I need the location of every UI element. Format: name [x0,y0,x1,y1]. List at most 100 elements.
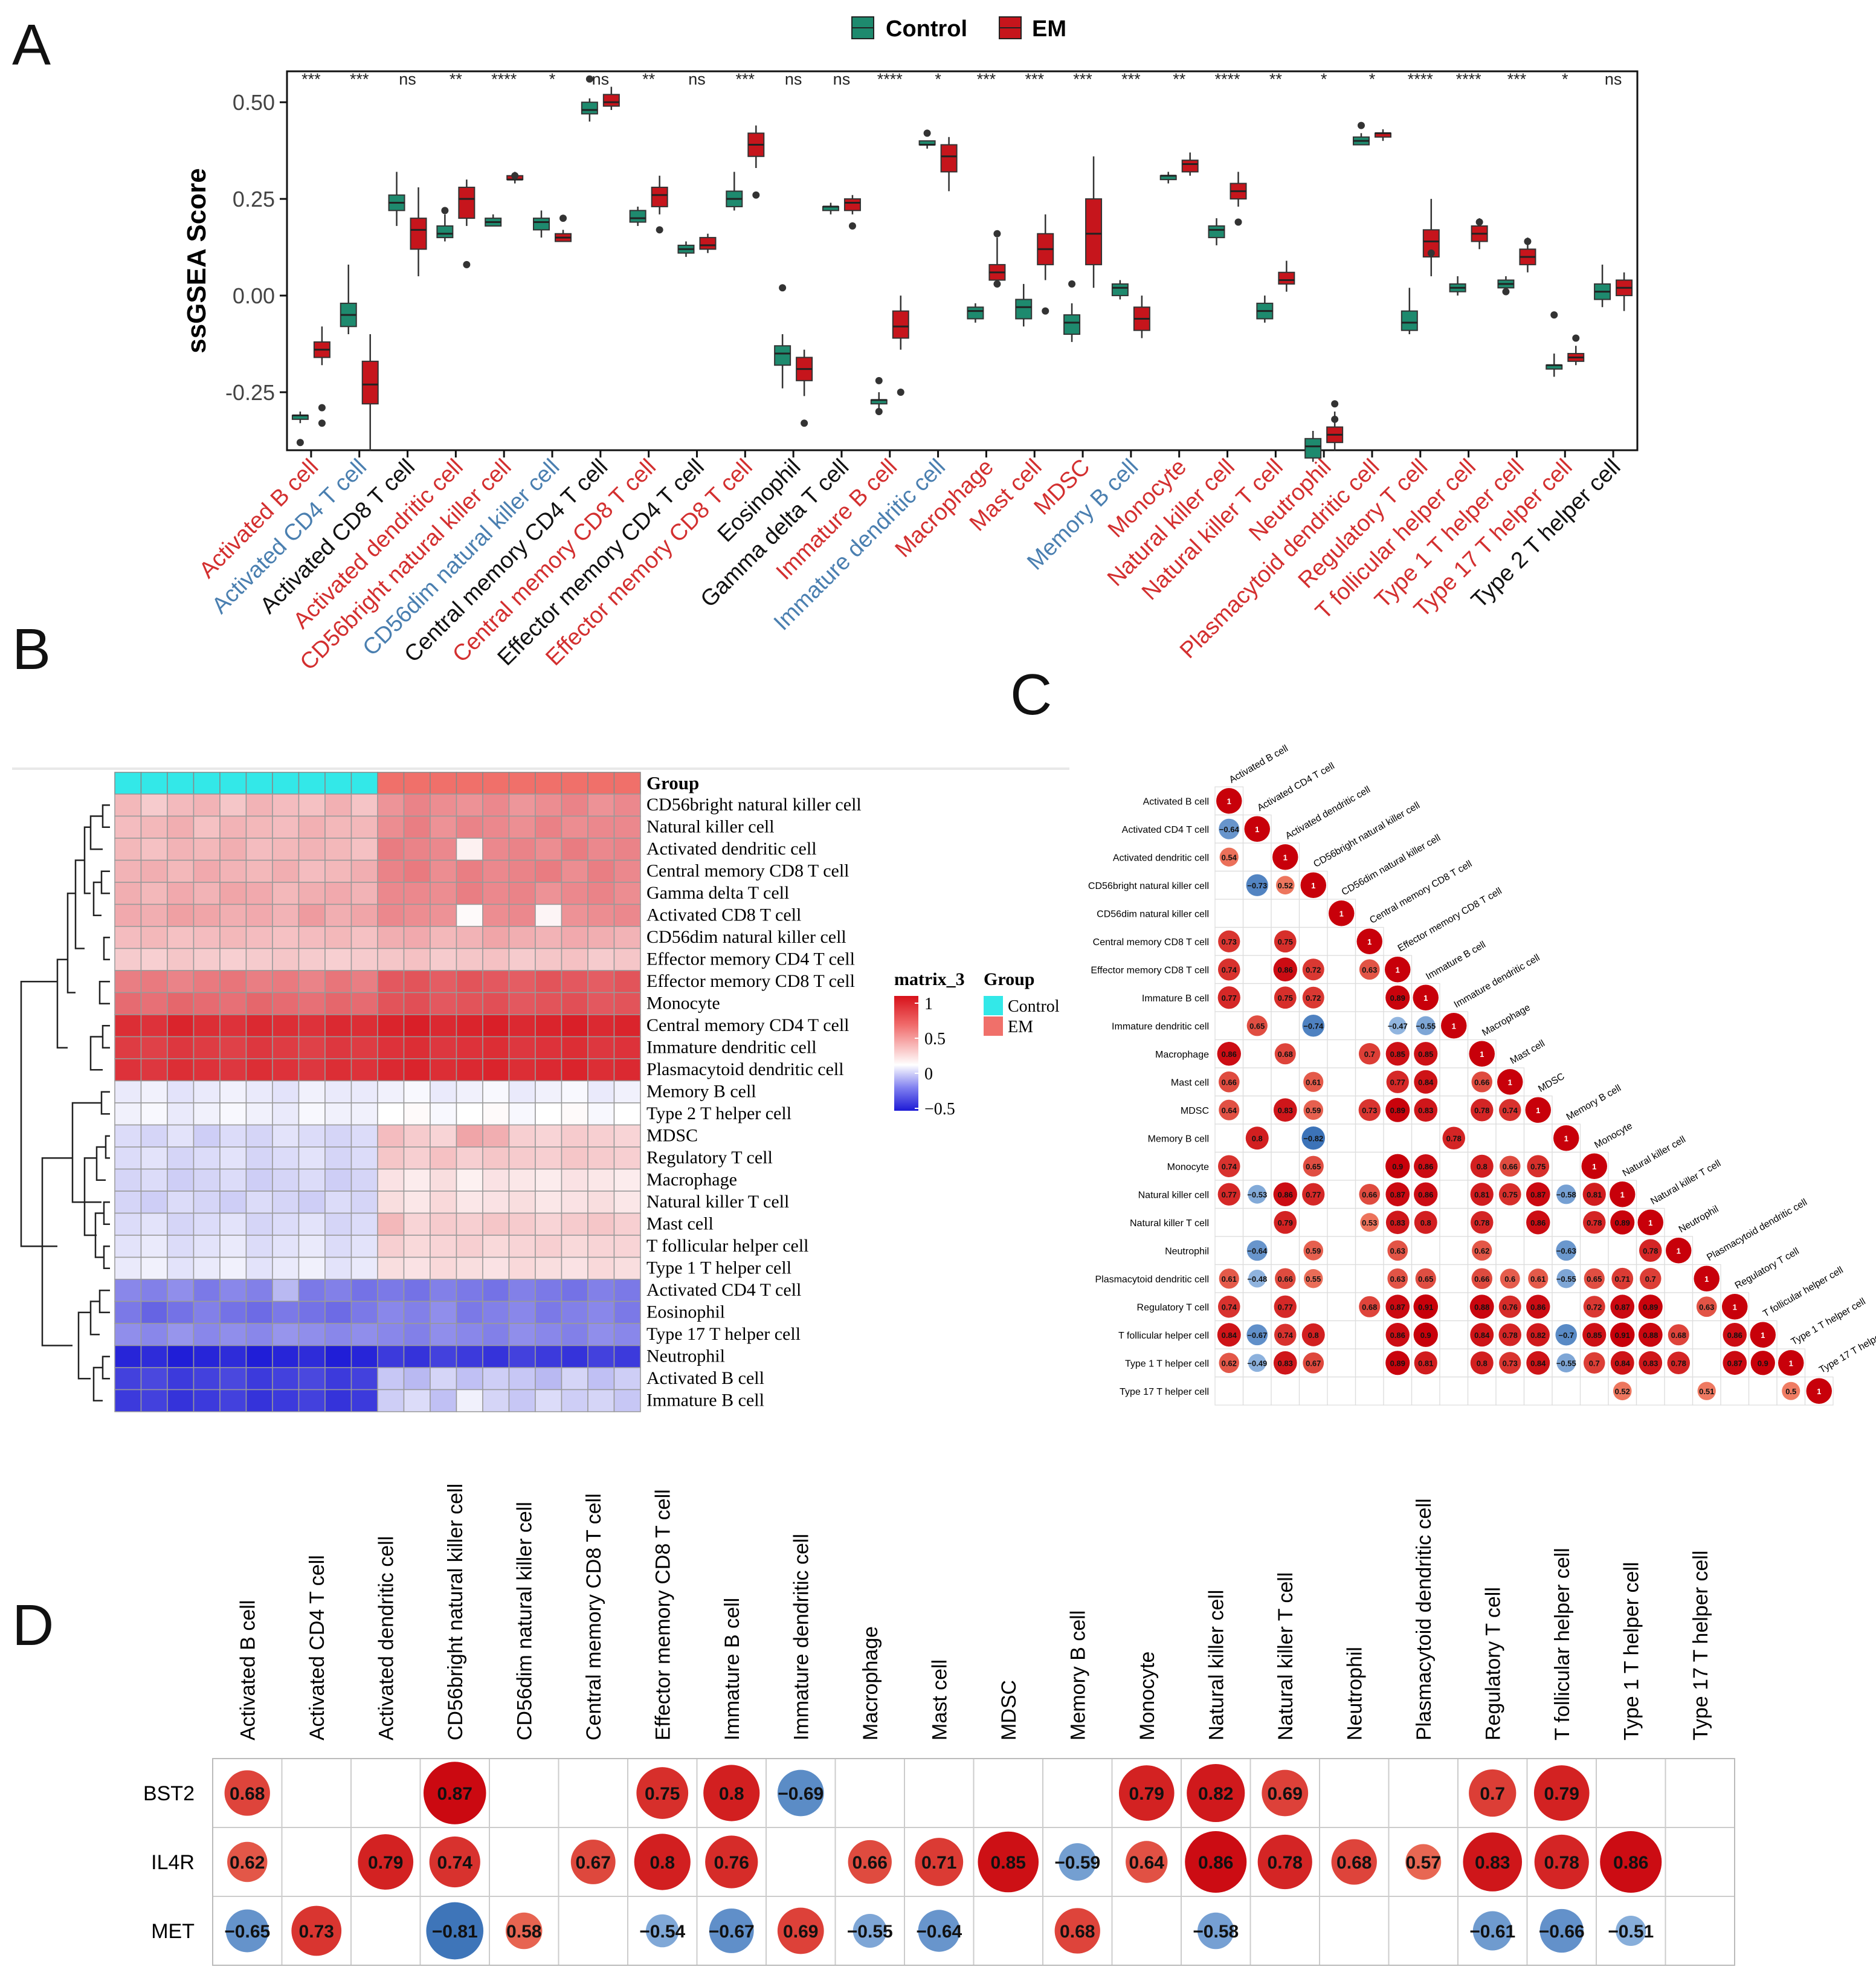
heatmap-cell [114,1124,142,1148]
grid-cell [489,1758,559,1828]
grid-cell [1327,1348,1356,1378]
heatmap-cell [219,1102,247,1126]
correlation-value: 0.75 [1503,1190,1518,1199]
correlation-circle [1526,1294,1550,1319]
heatmap-cell [219,1323,247,1346]
heatmap-cell [403,1389,431,1412]
correlation-circle [1385,1182,1410,1207]
legend-tick-label: 0.5 [924,1030,946,1049]
grid-cell [834,1758,905,1828]
correlation-circle [1610,1181,1636,1207]
heatmap-cell [219,1235,247,1258]
heatmap-cell [167,815,195,839]
heatmap-cell [377,1191,405,1214]
correlation-value: 0.73 [299,1922,334,1942]
column-label: MDSC [1536,1071,1566,1094]
heatmap-cell [403,1124,431,1148]
heatmap-cell [245,1323,273,1346]
heatmap-cell [456,1080,483,1103]
grid-cell [1242,1151,1272,1181]
correlation-value: 0.8 [1477,1162,1488,1171]
heatmap-cell [403,1279,431,1302]
dendrogram-branch [100,1091,110,1115]
correlation-value: 0.85 [1587,1331,1602,1340]
heatmap-cell [193,859,221,883]
correlation-value: 1 [1339,909,1344,918]
heatmap-cell [403,859,431,883]
grid-cell [1495,1376,1525,1406]
correlation-value: 0.89 [1390,994,1405,1003]
grid-cell [1242,1095,1272,1125]
correlation-circle [1469,1294,1494,1319]
correlation-circle [1539,1908,1584,1953]
correlation-circle [1442,1126,1466,1150]
row-label: Activated CD8 T cell [646,905,801,925]
control-outlier [441,207,449,215]
correlation-value: 0.81 [1474,1190,1489,1199]
correlation-circle [1385,1323,1410,1347]
heatmap-cell [613,1367,641,1391]
heatmap-cell [561,1014,588,1038]
heatmap-cell [561,1124,588,1148]
grid-cell [1214,1123,1244,1153]
correlation-circle [1219,818,1240,839]
correlation-value: 0.57 [1406,1853,1441,1873]
heatmap-cell [613,926,641,949]
correlation-circle [1414,1351,1437,1375]
heatmap-cell [377,970,405,994]
heatmap-cell [167,1256,195,1280]
correlation-value: −0.48 [1247,1275,1267,1284]
correlation-circle [1610,1351,1634,1375]
correlation-value: 0.7 [1589,1359,1600,1368]
heatmap-cell [114,948,142,971]
panel-c-letter: C [1010,662,1052,727]
correlation-circle [1246,1240,1268,1261]
heatmap-cell [245,1345,273,1368]
correlation-value: 0.74 [1222,1162,1237,1171]
em-box [1278,271,1295,285]
legend-control-label: Control [886,16,967,42]
grid-cell [1242,926,1272,956]
grid-cell [1242,1376,1272,1406]
heatmap-cell [535,1014,562,1038]
heatmap-cell [403,1323,431,1346]
heatmap-cell [298,970,326,994]
correlation-circle [426,1902,484,1960]
heatmap-cell [561,992,588,1015]
heatmap-cell [324,793,352,817]
grid-cell [1439,1067,1469,1097]
heatmap-cell [403,1235,431,1258]
row-label: Memory B cell [1148,1134,1209,1144]
correlation-value: 0.86 [1530,1218,1546,1227]
heatmap-cell [298,1367,326,1391]
correlation-value: 0.65 [1306,1162,1321,1171]
heatmap-cell [430,948,457,971]
heatmap-cell [114,815,142,839]
correlation-circle [1359,959,1380,980]
heatmap-cell [561,1146,588,1170]
heatmap-cell [245,1080,273,1103]
correlation-value: −0.47 [1388,1021,1408,1030]
correlation-value: 0.8 [1420,1218,1431,1227]
correlation-value: 0.53 [1362,1218,1377,1227]
heatmap-cell [114,1146,142,1170]
row-label: Activated dendritic cell [1113,853,1209,863]
heatmap-cell [140,1389,168,1412]
correlation-circle [1302,1183,1325,1206]
row-label: Natural killer T cell [646,1192,789,1212]
heatmap-cell [482,1345,510,1368]
significance-label: *** [1025,70,1044,88]
correlation-value: 0.64 [1129,1853,1165,1873]
heatmap-cell [587,1080,615,1103]
correlation-circle [1533,1765,1590,1821]
heatmap-cell [114,1080,142,1103]
grid-cell [1242,899,1272,928]
heatmap-cell [219,992,247,1015]
heatmap-cell [193,1014,221,1038]
heatmap-cell [245,970,273,994]
column-label: T follicular helper cell [1761,1265,1845,1319]
heatmap-cell [245,1256,273,1280]
heatmap-cell [587,1345,615,1368]
correlation-value: 0.83 [1278,1106,1293,1115]
correlation-value: 0.68 [1278,1050,1293,1059]
